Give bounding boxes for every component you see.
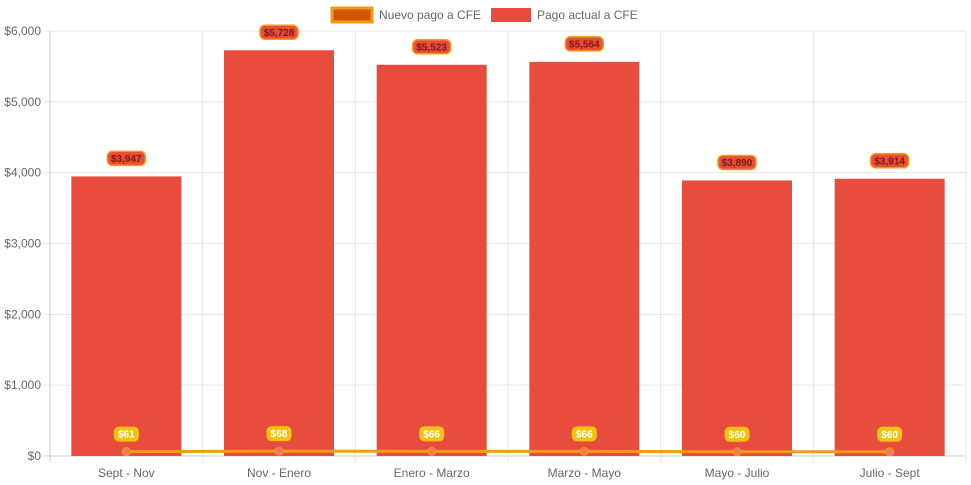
line-value-label-bg [113,426,139,442]
bar[interactable] [71,176,182,456]
bar[interactable] [224,50,334,457]
bar-value-label: $5,728 [264,28,295,39]
legend-label-line[interactable]: Nuevo pago a CFE [379,8,481,22]
line-point[interactable] [274,446,284,456]
y-axis: $0 $1,000 $2,000 $3,000 $4,000 $5,000 $6,000 [4,24,41,463]
line-value-label-bg [419,426,445,442]
x-tick-label: Marzo - Mayo [548,466,622,480]
bar-value-label-bg [717,154,757,171]
legend-label-bar[interactable]: Pago actual a CFE [537,8,638,22]
line-series [121,446,895,457]
line-value-label: $60 [881,430,898,441]
legend-swatch-line[interactable] [330,6,374,24]
bar[interactable] [834,178,945,456]
line-value-label-bg [571,426,597,442]
y-tick-label: $0 [28,449,42,463]
bars [71,50,945,457]
bar-value-label-bg [106,150,147,167]
line-value-label-bg [266,426,292,442]
line-point[interactable] [121,447,131,457]
line-value-label-bg [724,426,750,442]
x-tick-label: Sept - Nov [98,466,155,480]
line-point[interactable] [427,446,437,456]
line-value-label: $68 [271,429,288,440]
bar-value-label-bg [869,153,910,169]
y-tick-label: $4,000 [4,166,41,180]
x-tick-label: Julio - Sept [860,466,921,480]
line-value-label: $60 [729,430,746,441]
y-tick-label: $6,000 [4,24,41,38]
data-labels: $3,947 $5,728 $5,523 $5,564 $3,890 $3,914 $61 $… [106,24,910,442]
y-tick-label: $1,000 [4,378,41,392]
line-point[interactable] [732,447,742,457]
x-axis: Sept - Nov Nov - Enero Enero - Marzo Marzo … [98,466,920,480]
y-tick-label: $2,000 [4,307,41,321]
bar-value-label: $5,564 [569,39,600,50]
y-tick-label: $3,000 [4,237,41,251]
legend[interactable]: Nuevo pago a CFE Pago actual a CFE [330,6,638,24]
line-value-label: $66 [423,429,440,440]
bar[interactable] [529,61,640,457]
bar[interactable] [376,64,487,456]
bar-value-label: $3,890 [722,158,753,169]
x-tick-label: Nov - Enero [247,466,311,480]
bar-value-label: $5,523 [416,42,447,53]
bar-value-label: $3,914 [874,156,905,167]
legend-swatch-bar[interactable] [491,8,531,22]
bar-value-label-bg [259,24,299,41]
line-point[interactable] [579,446,589,456]
grid [44,30,967,462]
x-tick-label: Enero - Marzo [394,466,470,480]
bar[interactable] [682,180,792,457]
line-value-label: $61 [118,430,135,441]
y-tick-label: $5,000 [4,95,41,109]
bar-value-label-bg [564,36,605,52]
line-value-label-bg [877,426,903,442]
line-point[interactable] [885,447,895,457]
bar-value-label-bg [411,39,452,55]
x-tick-label: Mayo - Julio [705,466,770,480]
series-line [126,449,890,454]
line-value-label: $66 [576,429,593,440]
bar-value-label: $3,947 [111,154,142,165]
